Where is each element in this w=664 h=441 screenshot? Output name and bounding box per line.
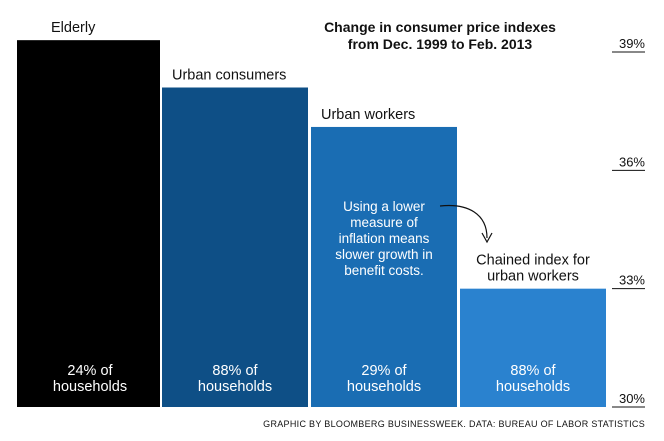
share-label: 29% of — [361, 363, 407, 379]
chart-title: from Dec. 1999 to Feb. 2013 — [348, 36, 533, 52]
share-label: households — [198, 379, 272, 395]
share-label: 24% of — [67, 363, 113, 379]
y-tick-label: 30% — [619, 391, 645, 406]
chart-title: Change in consumer price indexes — [324, 19, 556, 35]
category-label: urban workers — [487, 269, 579, 285]
share-label: households — [347, 379, 421, 395]
annotation-arrow — [439, 204, 488, 239]
bar-1 — [162, 87, 308, 407]
category-label: Urban workers — [321, 107, 415, 123]
annotation-text: measure of — [350, 215, 418, 230]
arrow-head-icon — [481, 232, 493, 244]
source-credit: GRAPHIC BY BLOOMBERG BUSINESSWEEK. DATA:… — [263, 419, 645, 429]
share-label: households — [496, 379, 570, 395]
category-label: Elderly — [51, 20, 96, 36]
bar-3 — [460, 288, 606, 407]
category-label: Chained index for — [476, 253, 590, 269]
category-label: Urban consumers — [172, 68, 286, 84]
annotation-text: benefit costs. — [344, 263, 424, 278]
share-label: 88% of — [510, 363, 556, 379]
y-tick-label: 33% — [619, 273, 645, 288]
share-label: households — [53, 379, 127, 395]
annotation-text: Using a lower — [343, 199, 425, 214]
bar-2 — [311, 126, 457, 407]
annotation-text: slower growth in — [335, 247, 433, 262]
share-label: 88% of — [212, 363, 258, 379]
bar-0 — [17, 40, 160, 408]
y-tick-label: 36% — [619, 154, 645, 169]
annotation-text: inflation means — [339, 231, 430, 246]
y-tick-label: 39% — [619, 36, 645, 51]
